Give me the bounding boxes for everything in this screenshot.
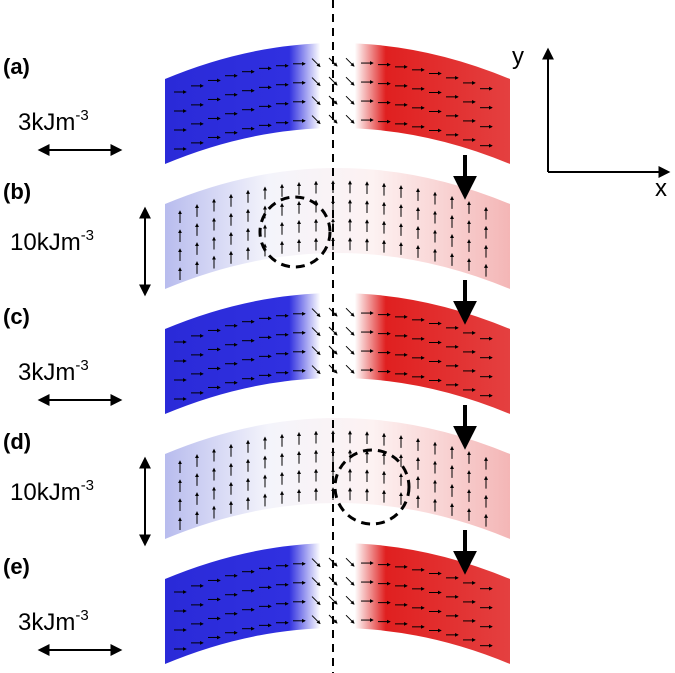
moment-arrow bbox=[311, 96, 321, 106]
moment-arrow bbox=[345, 76, 355, 86]
scale-exponent: -3 bbox=[75, 357, 88, 374]
scale-exponent: -3 bbox=[81, 227, 94, 244]
moment-arrow bbox=[311, 596, 321, 606]
panel-label: (a) bbox=[3, 54, 30, 79]
moment-arrow bbox=[328, 326, 338, 336]
moment-arrow bbox=[345, 114, 355, 124]
moment-arrow bbox=[345, 595, 355, 605]
moment-arrow bbox=[311, 327, 321, 337]
moment-arrow bbox=[311, 346, 321, 356]
moment-arrow bbox=[311, 58, 321, 68]
magnet-band bbox=[165, 168, 510, 289]
moment-arrow bbox=[311, 308, 321, 318]
moment-arrow bbox=[345, 614, 355, 624]
moment-arrow bbox=[345, 576, 355, 586]
moment-arrow bbox=[328, 76, 338, 86]
magnet-band bbox=[165, 43, 510, 164]
scale-value: 10kJm bbox=[10, 479, 81, 506]
coordinate-axes bbox=[542, 47, 671, 178]
scale-value: 10kJm bbox=[10, 229, 81, 256]
scale-exponent: -3 bbox=[75, 107, 88, 124]
moment-arrow bbox=[311, 577, 321, 587]
scale-label: 3kJm-3 bbox=[18, 357, 89, 386]
scale-label: 10kJm-3 bbox=[10, 227, 94, 256]
moment-arrow bbox=[345, 57, 355, 67]
scale-label: 3kJm-3 bbox=[18, 107, 89, 136]
magnet-band bbox=[165, 293, 510, 414]
scale-value: 3kJm bbox=[18, 109, 75, 136]
scale-exponent: -3 bbox=[75, 607, 88, 624]
magnet-band bbox=[165, 543, 510, 664]
panel-label: (b) bbox=[3, 179, 31, 204]
moment-arrow bbox=[345, 557, 355, 567]
moment-arrow bbox=[311, 77, 321, 87]
moment-arrow bbox=[311, 615, 321, 625]
scale-value: 3kJm bbox=[18, 359, 75, 386]
moment-arrow bbox=[311, 558, 321, 568]
panel-label: (e) bbox=[3, 554, 30, 579]
axis-label: x bbox=[655, 175, 667, 202]
panel-label: (c) bbox=[3, 304, 30, 329]
scale-value: 3kJm bbox=[18, 609, 75, 636]
highlight-circle bbox=[333, 448, 411, 526]
moment-arrow bbox=[311, 115, 321, 125]
moment-arrow bbox=[345, 364, 355, 374]
moment-arrow bbox=[328, 595, 338, 605]
moment-arrow bbox=[345, 95, 355, 105]
moment-arrow bbox=[345, 326, 355, 336]
scale-label: 10kJm-3 bbox=[10, 477, 94, 506]
panel-label: (d) bbox=[3, 429, 31, 454]
scale-label: 3kJm-3 bbox=[18, 607, 89, 636]
moment-arrow bbox=[311, 365, 321, 375]
moment-arrow bbox=[345, 345, 355, 355]
axis-label: y bbox=[512, 43, 524, 70]
highlight-circle bbox=[258, 195, 332, 269]
moment-arrow bbox=[345, 307, 355, 317]
scale-exponent: -3 bbox=[81, 477, 94, 494]
